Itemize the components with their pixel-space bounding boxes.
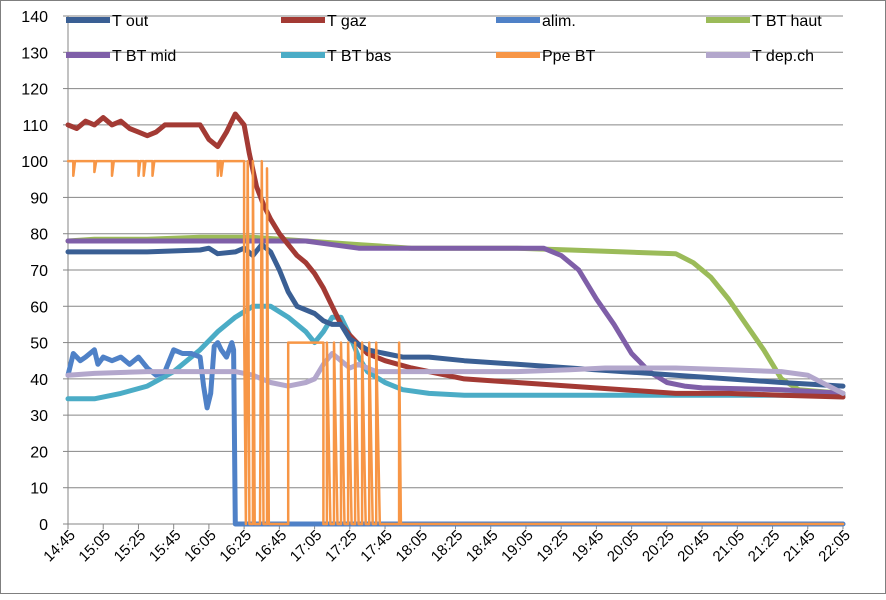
y-tick-label: 90 [30,190,48,207]
series-lines [65,111,846,527]
y-tick-label: 130 [21,45,48,62]
y-tick-label: 100 [21,154,48,171]
x-tick-label: 18:25 [428,527,467,566]
x-tick-label: 17:25 [322,527,361,566]
x-tick-label: 21:25 [745,527,784,566]
series-line-t-gaz [65,111,846,400]
x-tick-label: 15:05 [75,527,114,566]
x-tick-label: 16:25 [216,527,255,566]
y-tick-label: 10 [30,481,48,498]
x-tick-label: 19:05 [498,527,537,566]
x-tick-label: 18:45 [463,527,502,566]
x-tick-label: 17:05 [287,527,326,566]
x-tick-label: 22:05 [815,527,854,566]
legend-label: T gaz [327,13,367,30]
x-tick-label: 21:05 [710,527,749,566]
y-tick-label: 140 [21,9,48,26]
y-tick-label: 0 [39,517,48,534]
legend-label: T BT haut [752,13,822,30]
series-line-ppe-bt [66,159,845,526]
x-tick-label: 20:05 [604,527,643,566]
y-tick-label: 120 [21,82,48,99]
x-tick-label: 17:45 [357,527,396,566]
legend-label: T BT mid [112,48,176,65]
series-line-t-bt-mid [65,238,846,396]
x-tick-label: 20:25 [639,527,678,566]
legend-label: T BT bas [327,48,391,65]
series-line-t-bt-bas [65,303,846,402]
x-tick-label: 20:45 [674,527,713,566]
series-line-t-bt-haut [65,234,846,396]
y-tick-label: 110 [22,118,48,135]
x-tick-label: 21:45 [780,527,819,566]
y-tick-label: 30 [30,408,48,425]
y-tick-label: 70 [30,263,48,280]
y-tick-label: 20 [30,444,48,461]
y-axis: 0 10 20 30 40 50 60 70 80 90 100 110 120 130 140 [21,9,69,534]
x-axis: 14:4515:0515:2515:4516:0516:2516:4517:05… [40,523,854,566]
legend-label: alim. [542,13,576,30]
x-tick-label: 18:05 [393,527,432,566]
y-tick-label: 80 [30,227,48,244]
x-tick-label: 16:45 [252,527,291,566]
legend-label: T dep.ch [752,48,814,65]
x-tick-label: 19:25 [533,527,572,566]
y-tick-label: 40 [30,372,48,389]
x-tick-label: 19:45 [569,527,608,566]
x-tick-label: 15:45 [146,527,185,566]
legend-label: Ppe BT [542,48,596,65]
legend-label: T out [112,13,149,30]
y-tick-label: 50 [30,336,48,353]
series-line-alim- [65,340,846,527]
x-tick-label: 16:05 [181,527,220,566]
y-tick-label: 60 [30,299,48,316]
x-tick-label: 15:25 [111,527,150,566]
legend: T out T gaz alim. T BT haut T BT mid T BT bas… [66,13,822,65]
